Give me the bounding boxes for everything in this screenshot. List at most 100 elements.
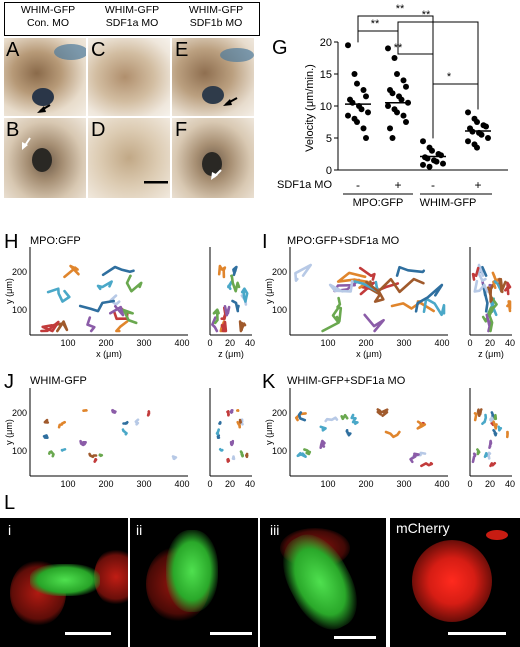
data-point	[358, 106, 365, 113]
cell-track-z	[506, 300, 512, 313]
cell-track-z	[471, 266, 480, 281]
track-x-tick: 200	[98, 479, 113, 489]
title-k: WHIM-GFP+SDF1a MO	[287, 375, 406, 387]
micro-label-mcherry: mCherry	[396, 520, 450, 536]
cell-track	[294, 263, 312, 282]
panel-label-g: G	[272, 37, 288, 59]
treatment-mark: -	[356, 178, 360, 192]
track-z-tick: 40	[505, 338, 515, 348]
photo-d	[88, 118, 170, 198]
cell-track	[328, 279, 354, 293]
panel-label-k: K	[262, 371, 276, 393]
track-ylabel: y (μm)	[264, 419, 274, 445]
cell-track	[297, 411, 307, 422]
data-point	[474, 119, 480, 125]
cell-track-z	[230, 274, 241, 293]
significance-bracket	[397, 21, 479, 110]
track-y-tick: 200	[272, 408, 287, 418]
cell-track-z	[473, 412, 478, 422]
significance-bracket	[432, 83, 479, 139]
cell-track	[416, 420, 427, 430]
sig-2: **	[371, 18, 380, 30]
track-x-tick: 200	[358, 338, 373, 348]
cell-track-z	[245, 452, 249, 459]
cell-track-z	[492, 413, 498, 421]
cell-track-z	[218, 421, 222, 425]
track-z-tick: 40	[245, 479, 255, 489]
photo-c	[88, 38, 170, 116]
scale-bar	[448, 632, 506, 635]
cell-track-z	[497, 425, 503, 432]
cell-track	[395, 265, 426, 277]
track-y-tick: 100	[12, 305, 27, 315]
panel-label-h: H	[4, 231, 19, 253]
data-point	[354, 119, 360, 125]
track-z-tick: 20	[225, 338, 235, 348]
data-point	[465, 109, 471, 116]
track-x-tick: 100	[60, 338, 75, 348]
data-point	[363, 93, 369, 100]
y-tick-label: 15	[320, 69, 332, 81]
cell-track	[390, 300, 435, 313]
data-point	[345, 112, 351, 119]
track-y-tick: 200	[12, 267, 27, 277]
track-ylabel: y (μm)	[4, 278, 14, 304]
cell-track	[40, 320, 60, 333]
cell-track	[101, 265, 135, 277]
cell-track-z	[226, 457, 231, 463]
cell-track-z	[220, 320, 228, 333]
cell-track	[63, 264, 80, 279]
data-point	[403, 83, 409, 90]
chart-ylabel: Velocity (μm/min.)	[304, 64, 316, 152]
scale-bar	[65, 632, 111, 635]
cell-track	[376, 408, 382, 416]
panel-label-j: J	[4, 371, 14, 393]
micrograph-ii: ii	[130, 518, 258, 647]
cell-track-z	[489, 416, 494, 423]
chart-group-1: MPO:GFP	[353, 197, 404, 209]
cell-track-z	[212, 308, 220, 325]
cell-track	[319, 439, 326, 449]
panel-label-d: D	[91, 119, 106, 141]
cell-track	[86, 316, 96, 333]
cell-track-z	[476, 408, 481, 417]
panel-label-f: F	[175, 119, 188, 141]
cell-track-z	[231, 299, 240, 313]
cell-track	[111, 409, 117, 414]
photo-e	[172, 38, 254, 116]
cell-track-z	[215, 428, 220, 436]
cell-track	[79, 439, 87, 447]
photo-a	[4, 38, 86, 116]
cell-track	[358, 266, 376, 281]
cell-track	[353, 280, 379, 293]
track-x-tick: 400	[174, 479, 189, 489]
panel-label-c: C	[91, 39, 106, 61]
data-point	[389, 90, 396, 97]
cell-track	[319, 425, 327, 432]
cell-track	[98, 453, 104, 458]
cell-track-z	[498, 277, 507, 294]
track-x-tick: 300	[396, 338, 411, 348]
track-z-tick: 0	[207, 479, 212, 489]
header-col1: WHIM-GFP Con. MO	[20, 4, 76, 29]
track-x-tick: 100	[320, 338, 335, 348]
cell-track-z	[483, 452, 488, 458]
track-x-tick: 100	[320, 479, 335, 489]
track-zlabel: z (μm)	[478, 349, 504, 359]
cell-track-z	[211, 316, 219, 333]
track-ylabel: y (μm)	[4, 419, 14, 445]
cell-track	[134, 418, 140, 426]
track-y-tick: 100	[272, 446, 287, 456]
cell-track	[121, 428, 128, 436]
data-point	[429, 147, 435, 154]
data-point	[394, 71, 400, 77]
cell-track	[422, 297, 446, 317]
micrograph-mcherry: mCherry	[390, 518, 520, 647]
track-ylabel: y (μm)	[264, 278, 274, 304]
cell-track-z	[504, 281, 512, 296]
cell-track	[321, 306, 340, 333]
track-y-tick: 100	[12, 446, 27, 456]
data-point	[433, 158, 440, 165]
cell-track-z	[488, 306, 495, 333]
track-x-tick: 300	[396, 479, 411, 489]
